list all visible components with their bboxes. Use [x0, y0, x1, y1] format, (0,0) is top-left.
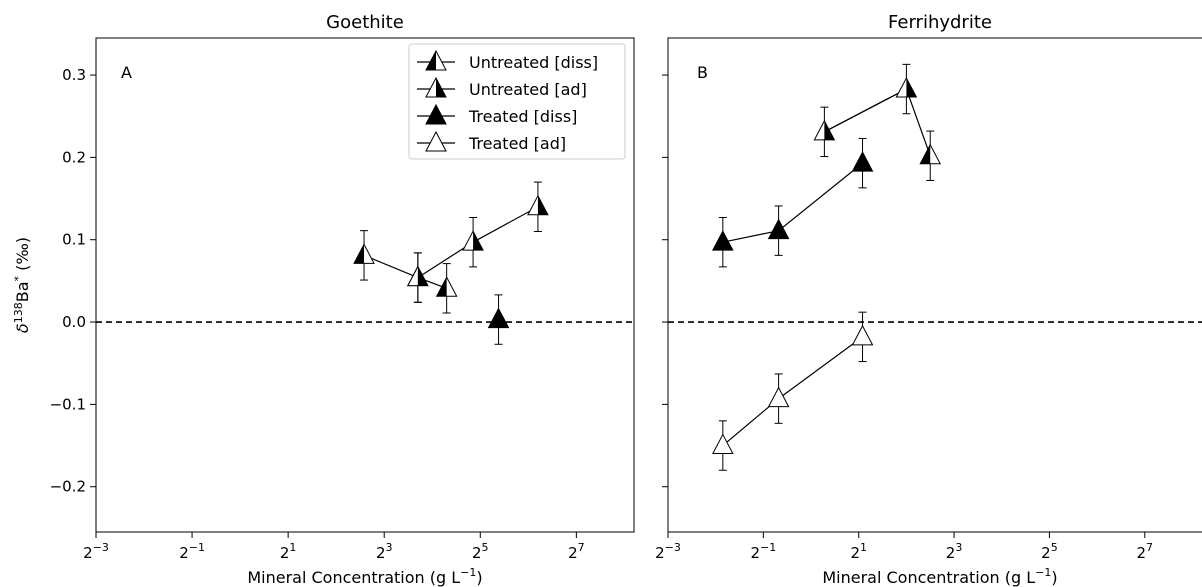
legend-item: Treated [ad]: [417, 130, 566, 153]
x-axis-title-a-end: ): [476, 568, 482, 587]
y-axis-title-prefix: δ: [13, 323, 32, 333]
x-axis-title-a: Mineral Concentration (g L−1): [247, 566, 482, 587]
y-axis-title-sup: 138: [12, 302, 25, 323]
connector-line: [824, 88, 931, 156]
panel-letter-a: A: [121, 63, 132, 82]
legend-label: Treated [diss]: [468, 107, 577, 126]
legend: Untreated [diss] Untreated [ad] Treated [d…: [408, 43, 626, 160]
panel-goethite: Goethite −0.2 −0.1 0.0 0.1 0.2 0.3 2−3 2−1 21 23 2…: [50, 12, 635, 587]
x-tick-label: 27: [1137, 541, 1154, 562]
data-point-filled: [767, 218, 790, 240]
data-point-half-right: [462, 230, 484, 251]
x-tick-label: 2−3: [655, 541, 681, 562]
legend-marker-half-right: [425, 76, 447, 98]
legend-box: [408, 43, 626, 160]
ticks-panel-a: −0.2 −0.1 0.0 0.1 0.2 0.3 2−3 2−1 21 23 25 27: [50, 66, 585, 562]
x-axis-title-a-sup: −1: [460, 566, 476, 579]
y-tick-label: 0.1: [62, 231, 86, 249]
x-tick-label: 25: [1041, 541, 1058, 562]
x-tick-label: 2−3: [83, 541, 109, 562]
ticks-panel-b: 2−3 2−1 21 23 25 27: [655, 74, 1154, 562]
x-tick-label: 2−1: [750, 541, 776, 562]
series-line: [722, 336, 863, 447]
data-point-half-right: [407, 265, 429, 287]
x-tick-label: 25: [472, 541, 489, 562]
plot-frame-a: [95, 37, 635, 533]
data-point-open: [851, 324, 874, 346]
x-tick-label: 2−1: [179, 541, 205, 562]
y-axis-title-unit: (‰): [13, 237, 32, 276]
x-axis-title-b-main: Mineral Concentration (g L: [822, 568, 1035, 587]
x-tick-label: 21: [850, 541, 867, 562]
legend-marker-half-left: [425, 49, 447, 71]
data-point-filled: [851, 151, 874, 172]
data-point-half-right: [895, 76, 918, 98]
data-point-filled: [712, 230, 734, 251]
x-tick-label: 21: [280, 541, 297, 562]
panel-letter-b: B: [697, 63, 708, 82]
data-point-open: [712, 433, 734, 455]
data-point-half-right: [527, 194, 549, 216]
y-tick-label: 0.0: [62, 313, 86, 331]
panel-ferrihydrite: Ferrihydrite 2−3 2−1 21 23 25 27 B Mineral Co…: [655, 12, 1202, 587]
series-line: [722, 162, 863, 243]
x-axis-title-b-end: ): [1051, 568, 1057, 587]
panel-title-goethite: Goethite: [326, 12, 404, 33]
x-axis-title-a-main: Mineral Concentration (g L: [247, 568, 460, 587]
series-line: [363, 254, 447, 289]
legend-label: Treated [ad]: [468, 134, 566, 153]
data-point-half-right: [813, 119, 836, 141]
y-axis-title-star: *: [12, 275, 25, 281]
series-line: [824, 88, 907, 133]
series-panel-a: [353, 181, 549, 345]
plot-frame-b: [667, 37, 1202, 533]
legend-label: Untreated [ad]: [469, 80, 587, 99]
legend-label: Untreated [diss]: [469, 53, 598, 72]
panel-title-ferrihydrite: Ferrihydrite: [888, 12, 992, 33]
series-panel-b: [712, 63, 942, 471]
y-tick-label: −0.1: [50, 395, 86, 413]
x-tick-label: 27: [568, 541, 585, 562]
x-tick-label: 23: [376, 541, 393, 562]
y-tick-label: 0.3: [62, 66, 86, 84]
x-tick-label: 23: [946, 541, 963, 562]
legend-items: Untreated [diss] Untreated [ad] Treated [d…: [417, 49, 598, 153]
legend-item: Untreated [ad]: [417, 76, 587, 99]
data-point-half-left: [919, 143, 942, 165]
data-point-open: [767, 386, 790, 408]
y-axis-title: δ138Ba* (‰): [12, 237, 32, 333]
data-point-half-left: [353, 243, 375, 264]
y-tick-label: 0.2: [62, 148, 86, 166]
legend-item: Treated [diss]: [417, 103, 577, 126]
legend-marker-filled: [425, 103, 447, 125]
data-point-half-left: [435, 276, 458, 297]
legend-item: Untreated [diss]: [417, 49, 598, 72]
y-axis-title-main: Ba: [13, 281, 32, 302]
x-axis-title-b: Mineral Concentration (g L−1): [822, 566, 1057, 587]
y-tick-label: −0.2: [50, 478, 86, 496]
legend-marker-open: [425, 130, 447, 152]
data-point-filled: [487, 307, 510, 329]
x-axis-title-b-sup: −1: [1035, 566, 1051, 579]
